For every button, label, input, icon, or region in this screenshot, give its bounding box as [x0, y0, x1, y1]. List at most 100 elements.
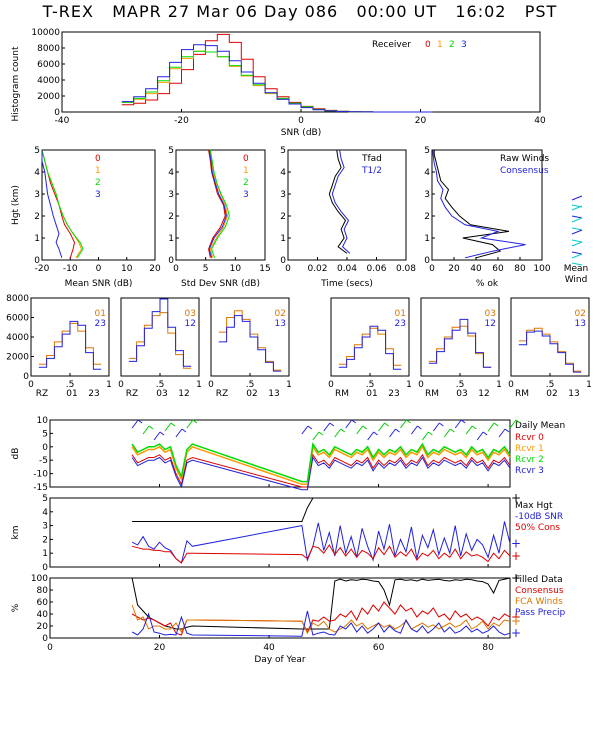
- wind-barb-flag: [395, 428, 400, 433]
- wind-barb-flag: [351, 419, 357, 424]
- wind-barb-flag: [384, 422, 389, 427]
- dist-rz-0123-xlabel-b: 23: [88, 389, 99, 399]
- heights-endpoint-1: +: [511, 537, 521, 551]
- wind-barb-flag: [307, 425, 313, 430]
- dist-rm-0123-xlabel-b: 23: [388, 389, 399, 399]
- wind-barb: [389, 428, 396, 438]
- percent-series-0: [131, 577, 511, 630]
- percent-ytick-label: 60: [37, 598, 49, 608]
- wind-barb: [164, 422, 172, 432]
- dist-rm-0213-series-13: [518, 330, 582, 373]
- wind-barb: [334, 428, 342, 438]
- mean-wind-barb: [571, 227, 583, 231]
- pct-ok-ytick-label: 1: [424, 234, 430, 244]
- wind-barb-flag: [428, 431, 433, 436]
- dist-rz-0213-xtick-label: .5: [246, 380, 255, 390]
- histogram-ytick-label: 8000: [37, 44, 60, 54]
- dist-rz-0123-ytick-label: 0: [23, 372, 29, 382]
- histogram-ylabel: Histogram count: [11, 46, 21, 121]
- mean-snr-legend-1: 1: [95, 166, 101, 176]
- dist-rz-0312-xlabel-a: 03: [156, 389, 167, 399]
- dist-rz-0312-xtick-label: 1: [196, 380, 202, 390]
- heights-frame: [49, 497, 511, 568]
- std-snr-ytick-label: 5: [168, 146, 174, 156]
- wind-barb-flag: [482, 431, 488, 436]
- mean-wind-label-0: Mean: [564, 264, 589, 274]
- daily-mean-series-1: [131, 444, 511, 486]
- dist-rz-0123-xlabel-a: 01: [66, 389, 77, 399]
- daily-mean-legend-title: Daily Mean: [515, 421, 565, 431]
- dist-rz-0123-ytick-label: 2000: [6, 353, 29, 363]
- histogram-xtick-label: -20: [174, 116, 189, 126]
- wind-barb: [378, 422, 385, 432]
- dist-rz-0213-xlabel-a: 02: [246, 389, 257, 399]
- wind-barb: [400, 419, 407, 429]
- std-snr-ytick-label: 1: [168, 234, 174, 244]
- wind-barb: [421, 431, 429, 441]
- dist-rm-0312-series-03: [428, 325, 492, 368]
- mean-snr-ylabel: Hgt (km): [11, 185, 21, 225]
- time-scales-legend-0: Tfad: [361, 154, 382, 164]
- wind-barb-flag: [137, 419, 143, 424]
- dist-rz-0123-ytick-label: 8000: [6, 294, 29, 304]
- histogram-ytick-label: 2000: [37, 92, 60, 102]
- dist-rm-0123-xlabel-mode: RM: [335, 389, 349, 399]
- histogram-xtick-label: -40: [55, 116, 70, 126]
- dist-rm-0123-legend-23: 23: [395, 319, 406, 329]
- pct-ok-ytick-label: 5: [424, 146, 430, 156]
- wind-barb-flag: [159, 431, 165, 436]
- std-snr-series-3: [208, 149, 227, 258]
- dist-rz-0123-ytick-label: 4000: [6, 333, 29, 343]
- percent-ytick-label: 40: [37, 610, 49, 620]
- std-snr-xtick-label: 15: [259, 264, 270, 274]
- wind-barb-flag: [504, 428, 510, 433]
- daily-mean-ytick-label: 5: [42, 429, 48, 439]
- mean-snr-xlabel: Mean SNR (dB): [65, 279, 133, 289]
- daily-mean-ytick-label: -10: [33, 470, 48, 480]
- dist-rz-0213-xtick-label: 0: [208, 380, 214, 390]
- dist-rz-0312-xlabel-mode: RZ: [126, 389, 138, 399]
- dist-rz-0213-legend-02: 02: [275, 309, 286, 319]
- wind-barb: [153, 431, 161, 441]
- std-snr-ytick-label: 4: [168, 168, 174, 178]
- wind-barb-flag: [406, 419, 411, 424]
- mean-snr-ytick-label: 3: [34, 190, 40, 200]
- dist-rz-0123-xtick-label: 0: [28, 380, 34, 390]
- wind-barb-flag: [318, 431, 324, 436]
- mean-wind-barb: [571, 241, 583, 247]
- wind-barb-flag: [471, 425, 477, 430]
- dist-rm-0312-legend-12: 12: [485, 319, 496, 329]
- heights-series-2: [131, 543, 511, 564]
- dist-rm-0123-legend-01: 01: [395, 309, 406, 319]
- pct-ok-legend-1: Consensus: [500, 166, 549, 176]
- std-snr-series-0: [208, 149, 226, 258]
- histogram-series-3: [121, 44, 433, 113]
- daily-mean-series-2: [131, 442, 511, 483]
- time-scales-series-Tfad: [328, 149, 348, 254]
- mean-wind-barb: [571, 195, 583, 201]
- wind-barb: [131, 419, 139, 429]
- wind-barb: [465, 425, 473, 435]
- mean-wind-barb: [571, 262, 583, 266]
- dist-rm-0213-xtick-label: 0: [508, 380, 514, 390]
- percent-xtick-label: 40: [263, 643, 275, 653]
- mean-snr-xtick-label: -10: [63, 264, 78, 274]
- histogram-series-2: [121, 50, 433, 113]
- heights-endpoint-0: +: [511, 491, 521, 505]
- std-snr-frame: [175, 149, 266, 261]
- mean-wind-barb: [571, 251, 583, 255]
- dist-rz-0123-xtick-label: 1: [106, 380, 112, 390]
- dist-rm-0312-xlabel-mode: RM: [425, 389, 439, 399]
- dist-rz-0123-legend-23: 23: [95, 319, 106, 329]
- time-scales-series-T12: [331, 149, 351, 254]
- dist-rz-0213-xlabel-b: 13: [268, 389, 279, 399]
- mean-snr-legend-2: 2: [95, 178, 101, 188]
- percent-xlabel: Day of Year: [254, 655, 306, 665]
- mean-snr-legend-0: 0: [95, 154, 101, 164]
- mean-snr-legend-3: 3: [95, 190, 101, 200]
- mean-snr-series-2: [41, 149, 84, 259]
- pct-ok-frame: [431, 149, 543, 261]
- daily-mean-ytick-label: -5: [39, 456, 48, 466]
- wind-barb: [432, 422, 440, 432]
- histogram-xlabel: SNR (dB): [281, 128, 321, 138]
